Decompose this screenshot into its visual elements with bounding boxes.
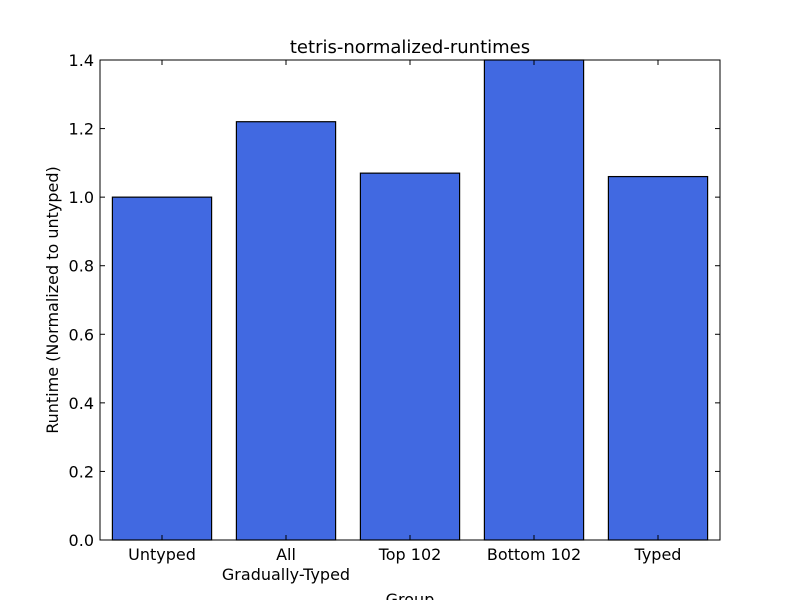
y-tick-label-3: 0.6 (69, 325, 94, 344)
x-tick-label-line: Top 102 (378, 545, 442, 564)
bars-group (111, 59, 709, 541)
chart-title: tetris-normalized-runtimes (290, 37, 530, 58)
x-tick-label-2: Top 102 (378, 545, 442, 564)
x-tick-label-1: All Gradually-Typed (222, 545, 350, 584)
bar-2 (359, 172, 461, 541)
y-tick-label-0: 0.0 (69, 531, 94, 550)
x-tick-label-4: Typed (634, 545, 682, 564)
bar-4 (607, 175, 709, 541)
y-tick-label-6: 1.2 (69, 120, 94, 139)
bar-1 (235, 121, 337, 541)
bar-0 (111, 196, 213, 541)
x-tick-label-line: All (276, 545, 296, 564)
x-tick-label-line: Bottom 102 (487, 545, 581, 564)
plot-frame (99, 59, 721, 541)
x-tick-label-0: Untyped (128, 545, 196, 564)
y-tick-label-2: 0.4 (69, 394, 94, 413)
x-tick-label-line: Typed (634, 545, 682, 564)
bar-3 (483, 59, 585, 541)
y-tick-label-7: 1.4 (69, 51, 94, 70)
y-tick-label-4: 0.8 (69, 257, 94, 276)
x-tick-label-line: Gradually-Typed (222, 565, 350, 584)
x-axis: Untyped All Gradually-Typed Top 102 Bottom 1… (128, 60, 681, 584)
x-tick-label-line: Untyped (128, 545, 196, 564)
x-tick-label-3: Bottom 102 (487, 545, 581, 564)
y-tick-label-1: 0.2 (69, 462, 94, 481)
y-tick-label-5: 1.0 (69, 188, 94, 207)
x-axis-label: Group (386, 590, 435, 600)
y-axis: 0.0 0.2 0.4 0.6 0.8 1.0 1.2 1.4 (69, 51, 720, 550)
y-axis-label: Runtime (Normalized to untyped) (43, 166, 62, 434)
